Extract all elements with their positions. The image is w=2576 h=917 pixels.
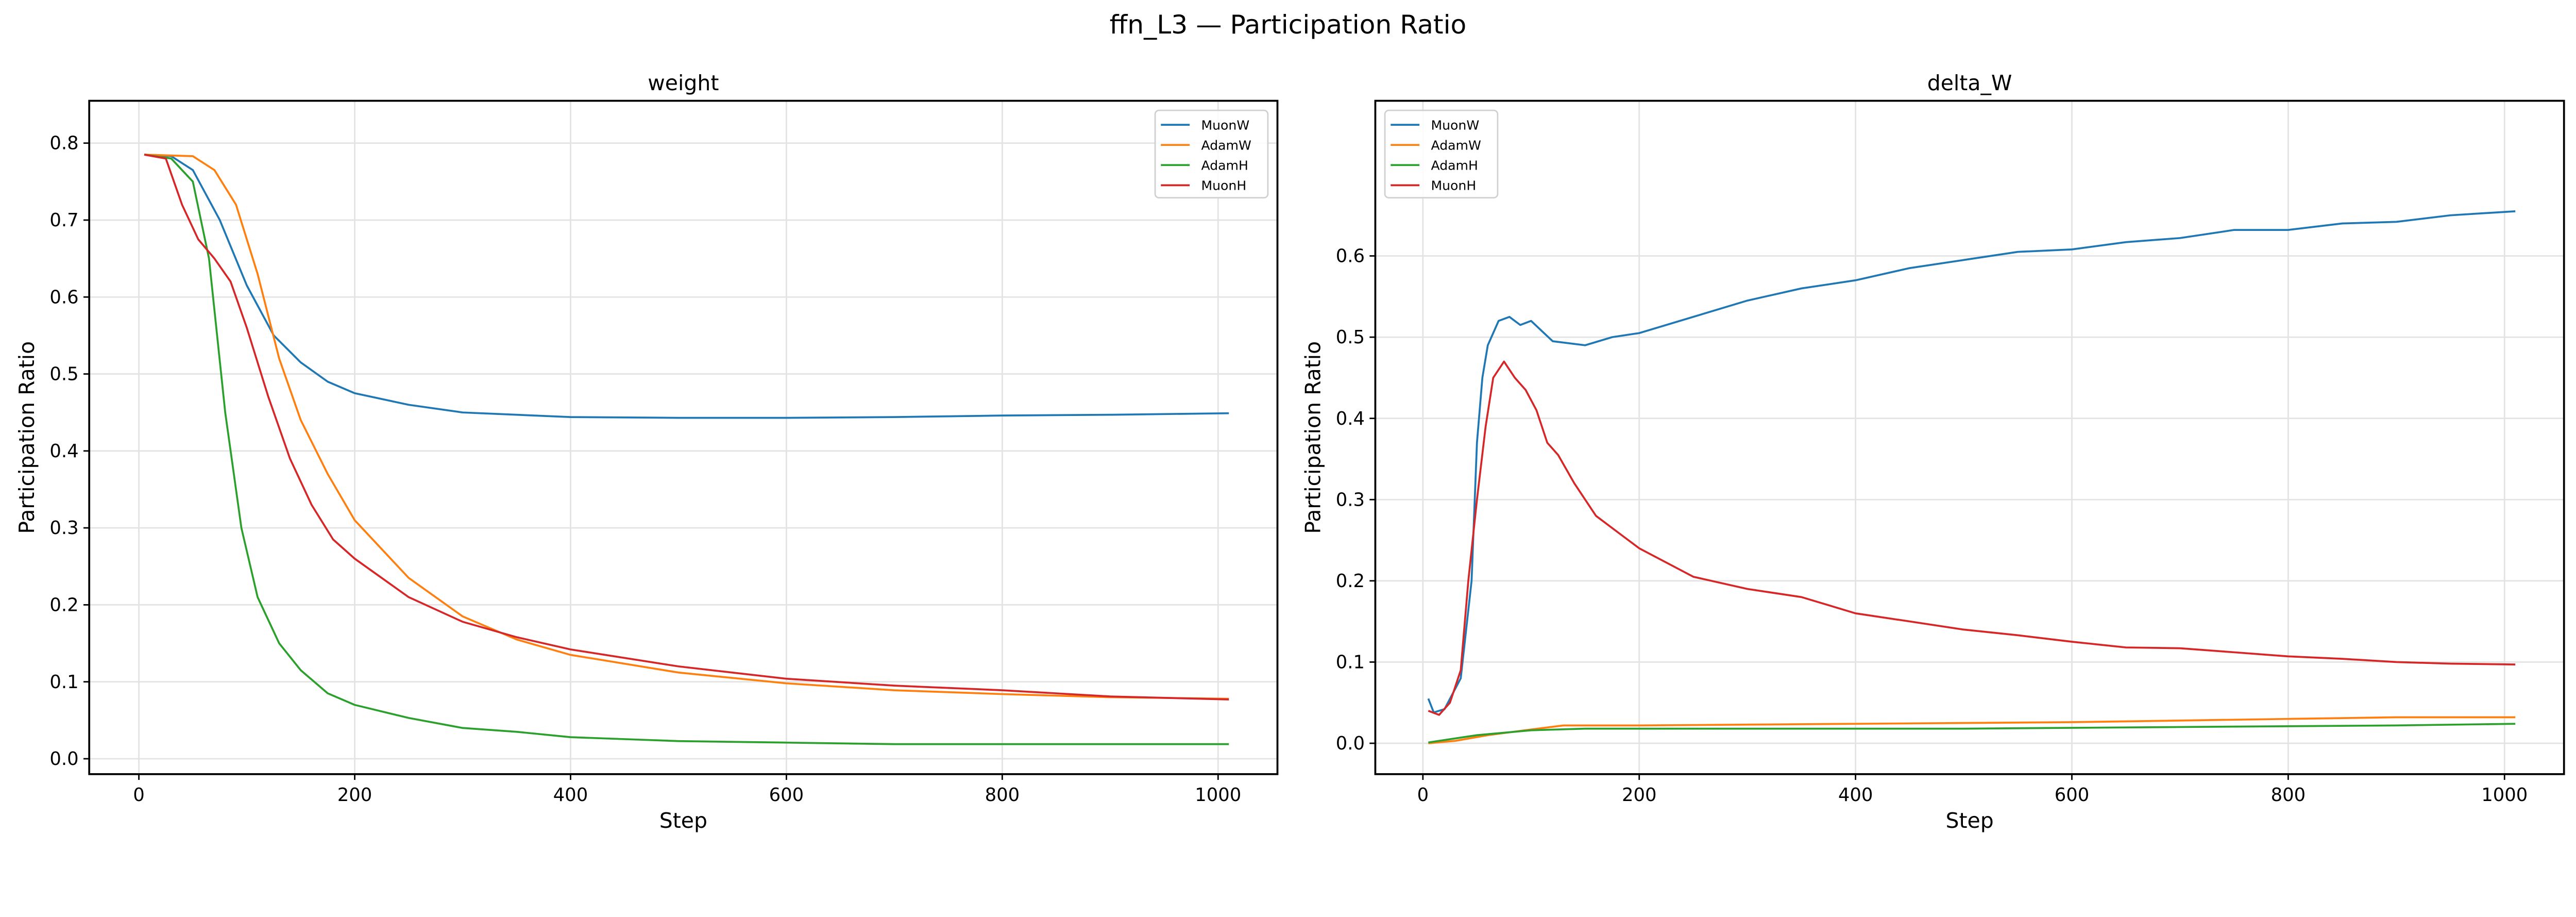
series-line-MuonW [144, 154, 1229, 419]
legend-label: AdamH [1201, 158, 1248, 173]
series-line-AdamW [144, 154, 1229, 700]
y-tick-label: 0.5 [1336, 327, 1365, 348]
y-tick-label: 0.5 [49, 364, 78, 385]
figure-title: ffn_L3 — Participation Ratio [1110, 9, 1467, 40]
series-line-AdamH [1428, 723, 2516, 744]
x-tick-label: 400 [553, 785, 588, 806]
legend-label: AdamH [1431, 158, 1478, 173]
x-tick-label: 1000 [1195, 785, 1241, 806]
figure: ffn_L3 — Participation Ratio weight 0 200 4… [14, 9, 2565, 833]
legend: MuonW AdamW AdamH MuonH [1384, 109, 1499, 199]
subplot-weight: weight 0 200 400 600 800 1000 0.0 0.1 0.2 0.3 0.4 0.… [14, 71, 1279, 833]
x-axis-label: Step [659, 808, 707, 833]
x-tick-label: 200 [337, 785, 372, 806]
y-tick-label: 0.0 [1336, 733, 1365, 754]
axes-frame [1374, 99, 2565, 775]
x-tick-label: 0 [133, 785, 145, 806]
x-tick-label: 400 [1838, 785, 1873, 806]
y-axis-label: Participation Ratio [14, 341, 39, 534]
subplot-title: delta_W [1927, 71, 2012, 95]
y-tick-label: 0.4 [1336, 408, 1365, 429]
x-tick-label: 800 [985, 785, 1020, 806]
subplot-delta_W: delta_W 0 200 400 600 800 1000 0.0 0.1 0.2 0.3 0.4 0… [1300, 71, 2565, 833]
y-tick-label: 0.1 [49, 672, 78, 693]
legend-label: AdamW [1201, 138, 1251, 153]
x-axis-label: Step [1945, 808, 1993, 833]
legend-label: MuonW [1431, 118, 1479, 132]
series-line-MuonW [1427, 210, 2516, 713]
x-tick-label: 600 [2055, 785, 2090, 806]
x-tick-label: 800 [2271, 785, 2306, 806]
y-tick-label: 0.6 [49, 287, 78, 308]
y-tick-label: 0.2 [49, 595, 78, 616]
x-tick-label: 200 [1622, 785, 1657, 806]
y-tick-label: 0.3 [49, 518, 78, 539]
y-tick-label: 0.7 [49, 210, 78, 231]
subplot-title: weight [648, 71, 719, 95]
legend-label: AdamW [1431, 138, 1481, 153]
y-tick-label: 0.4 [49, 441, 78, 462]
legend-frame [1154, 109, 1269, 199]
legend-frame [1384, 109, 1499, 199]
y-tick-label: 0.2 [1336, 571, 1365, 592]
legend-label: MuonW [1201, 118, 1249, 132]
y-tick-label: 0.6 [1336, 246, 1365, 267]
y-tick-label: 0.8 [49, 133, 78, 154]
legend: MuonW AdamW AdamH MuonH [1154, 109, 1269, 199]
series-line-MuonH [144, 154, 1229, 701]
series-line-AdamH [144, 154, 1229, 745]
y-tick-label: 0.0 [49, 748, 78, 770]
axes-frame [88, 99, 1279, 775]
series-line-MuonH [1428, 360, 2516, 716]
legend-label: MuonH [1431, 178, 1476, 193]
y-tick-label: 0.1 [1336, 652, 1365, 673]
y-tick-label: 0.3 [1336, 489, 1365, 510]
y-axis-label: Participation Ratio [1300, 341, 1325, 534]
series-line-AdamW [1428, 716, 2516, 744]
legend-label: MuonH [1201, 178, 1246, 193]
x-tick-label: 0 [1417, 785, 1429, 806]
x-tick-label: 1000 [2481, 785, 2528, 806]
x-tick-label: 600 [769, 785, 804, 806]
